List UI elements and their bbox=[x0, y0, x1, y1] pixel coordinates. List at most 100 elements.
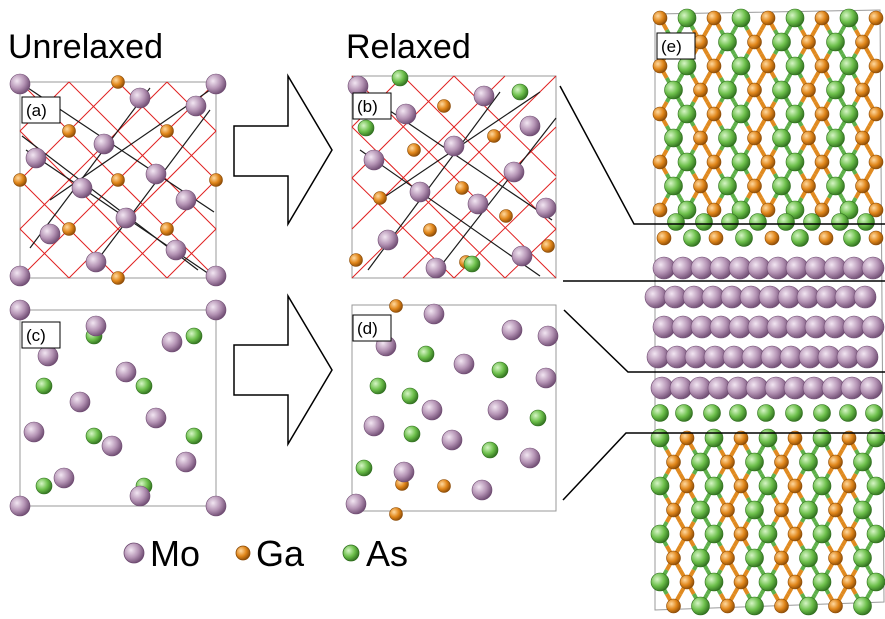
arrow-unrelaxed-to-relaxed-top bbox=[233, 73, 333, 227]
as-atom bbox=[799, 548, 818, 568]
as-atom bbox=[839, 152, 859, 172]
mo-atom bbox=[165, 239, 187, 261]
mo-atom bbox=[861, 256, 885, 280]
mo-atom bbox=[859, 376, 883, 400]
ga-atom bbox=[666, 598, 681, 614]
mo-atom bbox=[519, 115, 541, 137]
as-atom bbox=[866, 476, 885, 496]
ga-atom bbox=[693, 130, 708, 146]
as-atom bbox=[135, 377, 153, 395]
as-atom bbox=[735, 229, 753, 247]
ga-atom bbox=[855, 178, 870, 194]
as-atom bbox=[757, 404, 775, 422]
as-atom bbox=[839, 104, 859, 124]
as-atom bbox=[758, 572, 778, 592]
mo-atom bbox=[145, 407, 167, 429]
panel-c-label: (c) bbox=[21, 321, 61, 349]
as-atom bbox=[772, 128, 791, 148]
relaxed-heading: Relaxed bbox=[346, 28, 471, 66]
as-atom bbox=[772, 80, 791, 100]
bond bbox=[29, 87, 151, 249]
mo-atom bbox=[115, 207, 137, 229]
as-atom bbox=[650, 428, 670, 448]
as-atom bbox=[853, 596, 872, 616]
as-atom bbox=[839, 8, 859, 28]
as-atom bbox=[677, 152, 697, 172]
as-atom bbox=[826, 32, 845, 52]
mo-atom bbox=[503, 161, 525, 183]
ga-atom bbox=[828, 550, 843, 566]
as-atom bbox=[731, 200, 751, 220]
mo-atom bbox=[421, 399, 443, 421]
mo-atom bbox=[53, 467, 75, 489]
as-atom bbox=[785, 104, 805, 124]
ga-atom bbox=[868, 10, 884, 26]
as-atom bbox=[718, 80, 737, 100]
ga-atom bbox=[787, 478, 803, 494]
ga-atom bbox=[62, 222, 76, 236]
ga-atom bbox=[818, 230, 834, 246]
as-atom bbox=[511, 83, 529, 101]
ga-atom bbox=[679, 430, 695, 446]
as-atom bbox=[675, 404, 693, 422]
zoom-line-3 bbox=[563, 309, 885, 373]
ga-atom bbox=[760, 106, 776, 122]
ga-atom bbox=[455, 181, 469, 195]
ga-atom bbox=[111, 173, 125, 187]
bond bbox=[166, 228, 217, 279]
ga-atom bbox=[679, 574, 695, 590]
ga-atom bbox=[652, 106, 668, 122]
as-atom bbox=[839, 404, 857, 422]
ga-atom bbox=[855, 130, 870, 146]
mo-atom bbox=[443, 135, 465, 157]
as-atom bbox=[812, 476, 832, 496]
mo-atom-icon bbox=[123, 542, 145, 564]
mo-atom bbox=[363, 415, 385, 437]
as-atom bbox=[772, 32, 791, 52]
mo-atom bbox=[453, 353, 475, 375]
legend-label-mo: Mo bbox=[150, 533, 200, 574]
as-atom bbox=[866, 524, 885, 544]
as-atom bbox=[185, 427, 203, 445]
ga-atom bbox=[679, 478, 695, 494]
as-atom bbox=[677, 104, 697, 124]
as-atom bbox=[703, 404, 721, 422]
as-atom bbox=[369, 377, 387, 395]
ga-atom bbox=[747, 34, 762, 50]
ga-atom bbox=[706, 10, 722, 26]
ga-atom bbox=[733, 574, 749, 590]
svg-text:(e): (e) bbox=[661, 37, 682, 56]
ga-atom bbox=[868, 106, 884, 122]
mo-atom bbox=[471, 479, 493, 501]
ga-atom bbox=[801, 130, 816, 146]
as-atom bbox=[491, 361, 509, 379]
ga-atom bbox=[747, 130, 762, 146]
ga-atom bbox=[407, 143, 421, 157]
bond bbox=[402, 75, 557, 230]
mo-atom bbox=[129, 87, 151, 109]
as-atom bbox=[185, 327, 203, 345]
ga-atom bbox=[855, 34, 870, 50]
mo-atom bbox=[425, 257, 447, 279]
mo-atom bbox=[409, 181, 431, 203]
ga-atom bbox=[693, 82, 708, 98]
as-atom bbox=[785, 8, 805, 28]
mo-atom bbox=[423, 303, 445, 325]
panel-d-atoms bbox=[345, 299, 559, 521]
ga-atom bbox=[814, 10, 830, 26]
as-atom bbox=[772, 176, 791, 196]
as-atom bbox=[85, 427, 103, 445]
bond bbox=[359, 149, 541, 277]
as-atom bbox=[35, 477, 53, 495]
as-atom bbox=[691, 500, 710, 520]
panel-d-label: (d) bbox=[352, 314, 392, 342]
ga-atom bbox=[706, 154, 722, 170]
ga-atom bbox=[747, 178, 762, 194]
ga-atom bbox=[666, 454, 681, 470]
as-atom bbox=[481, 441, 499, 459]
as-atom bbox=[731, 152, 751, 172]
ga-atom bbox=[666, 502, 681, 518]
as-atom bbox=[729, 404, 747, 422]
as-atom bbox=[812, 572, 832, 592]
